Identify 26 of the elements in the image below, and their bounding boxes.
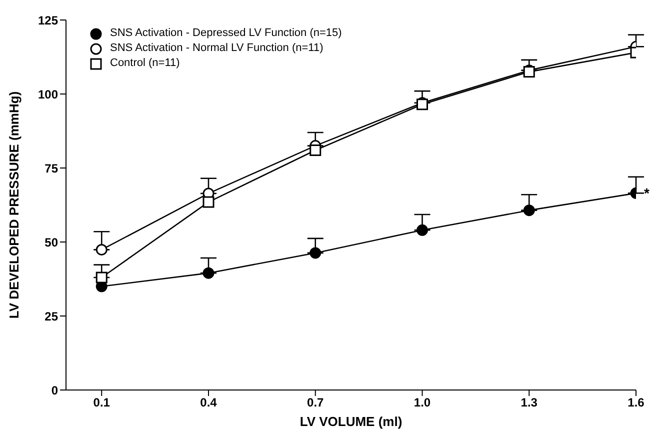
x-tick-label: 1.0 — [414, 396, 431, 410]
legend-label: SNS Activation - Depressed LV Function (n=15) — [110, 26, 342, 41]
y-tick-label: 25 — [44, 309, 58, 324]
point — [96, 244, 108, 256]
annotation: * — [644, 185, 650, 202]
point — [202, 267, 214, 279]
x-tick-label: 0.4 — [200, 396, 218, 410]
y-tick-label: 125 — [38, 13, 58, 28]
x-tick-label: 1.6 — [628, 396, 645, 410]
point — [416, 224, 428, 236]
y-tick-label: 100 — [38, 87, 58, 102]
y-tick-label: 50 — [44, 235, 58, 250]
point — [202, 196, 214, 208]
point — [310, 247, 322, 259]
x-tick-label: 1.3 — [520, 396, 538, 410]
x-tick-label: 0.1 — [93, 396, 110, 410]
point — [310, 144, 322, 156]
legend-label: Control (n=11) — [110, 56, 180, 71]
y-tick-label: 75 — [44, 161, 58, 176]
point — [523, 204, 535, 216]
y-axis-title: LV DEVELOPED PRESSURE (mmHg) — [6, 91, 22, 319]
x-tick-label: 0.7 — [307, 396, 324, 410]
y-tick-label: 0 — [51, 383, 58, 398]
x-axis-title: LV VOLUME (ml) — [300, 414, 402, 429]
point — [96, 272, 108, 284]
legend-label: SNS Activation - Normal LV Function (n=11) — [110, 41, 324, 56]
